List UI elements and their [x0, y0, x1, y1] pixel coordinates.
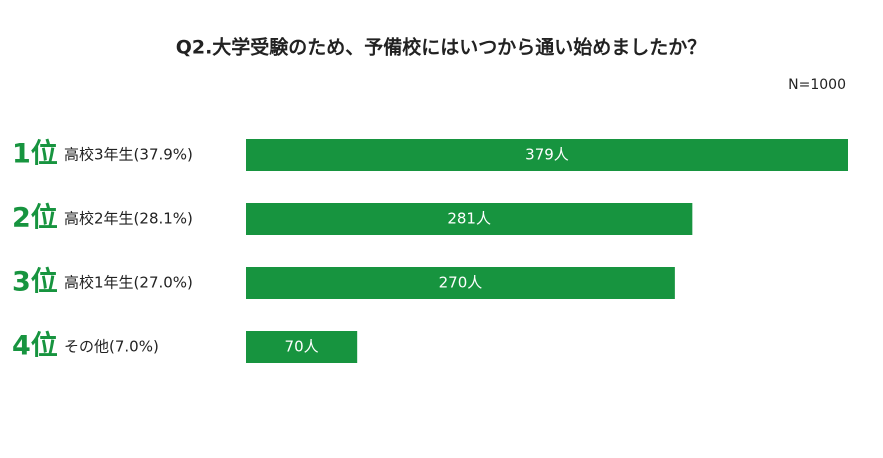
rank-label: 3位: [12, 266, 58, 298]
chart-title: Q2.大学受験のため、予備校にはいつから通い始めましたか？: [176, 36, 707, 59]
value-label: 270人: [439, 274, 483, 292]
rank-label: 4位: [12, 330, 58, 362]
category-label: 高校1年生(27.0%): [64, 274, 193, 292]
rank-label: 1位: [12, 138, 58, 170]
value-label: 281人: [447, 210, 491, 228]
value-label: 70人: [285, 338, 319, 356]
category-label: 高校3年生(37.9%): [64, 146, 193, 164]
value-label: 379人: [525, 146, 569, 164]
bar: [246, 139, 848, 171]
bar: [246, 203, 693, 235]
category-label: 高校2年生(28.1%): [64, 210, 193, 228]
bar: [246, 267, 675, 299]
bar: [246, 331, 358, 363]
sample-size-note: N=1000: [788, 77, 846, 93]
category-label: その他(7.0%): [64, 338, 159, 356]
rank-label: 2位: [12, 202, 58, 234]
